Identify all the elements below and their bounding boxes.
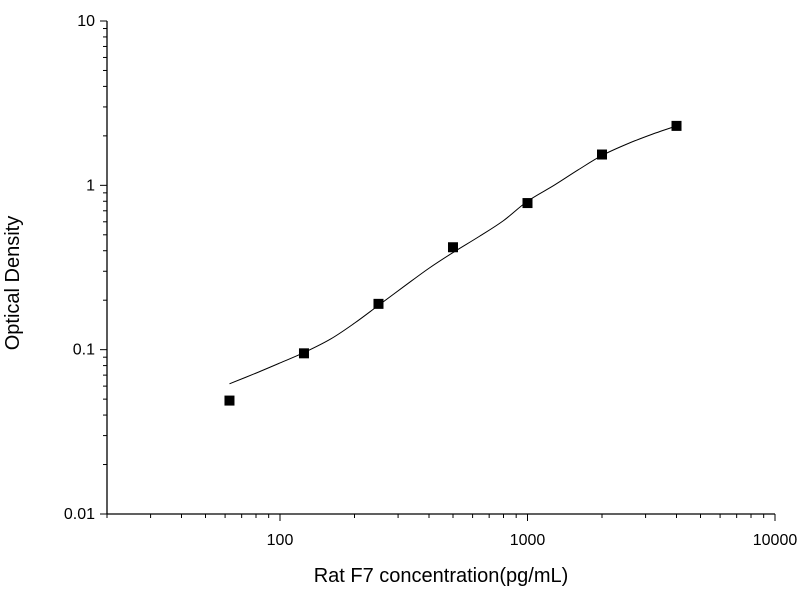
y-axis-title: Optical Density — [2, 216, 24, 351]
x-axis-title: Rat F7 concentration(pg/mL) — [314, 565, 569, 587]
x-tick-label: 1000 — [510, 532, 546, 549]
data-point — [298, 348, 309, 359]
tick-labels: 100 1000 10000 0.01 0.1 1 10 — [64, 13, 797, 549]
data-point — [373, 298, 384, 309]
ticks — [100, 20, 776, 521]
data-point — [522, 198, 533, 209]
data-point — [597, 149, 608, 160]
axes — [106, 21, 775, 515]
fit-curve — [229, 125, 677, 385]
y-tick-label: 10 — [77, 13, 95, 30]
x-tick-label: 10000 — [753, 532, 798, 549]
fit-curve-layer — [229, 125, 677, 385]
y-tick-label: 0.1 — [73, 342, 95, 359]
data-point — [224, 395, 235, 406]
data-point — [671, 120, 682, 131]
x-tick-label: 100 — [267, 532, 294, 549]
y-tick-label: 0.01 — [64, 506, 95, 523]
y-tick-label: 1 — [86, 177, 95, 194]
data-point — [447, 242, 458, 253]
data-points — [224, 120, 682, 406]
